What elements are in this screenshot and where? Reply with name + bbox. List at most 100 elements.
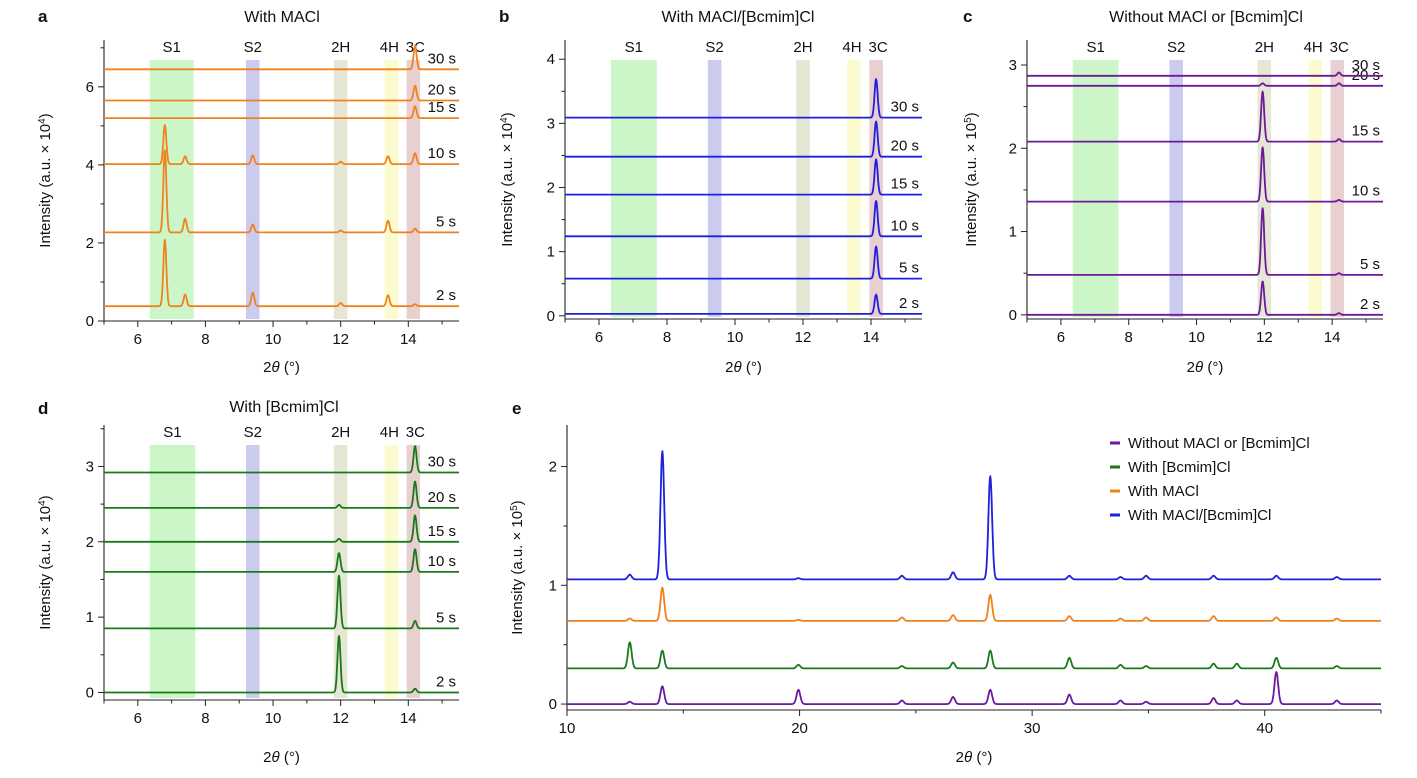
- series-line-30-s: [1026, 71, 1384, 77]
- time-label: 30 s: [1352, 57, 1380, 74]
- series-line-10-s: [103, 548, 460, 573]
- series-line-5-s: [564, 245, 923, 280]
- panel-letter: d: [38, 399, 48, 418]
- y-tick-label: 0: [547, 308, 555, 325]
- panel-letter: c: [963, 7, 972, 26]
- y-tick-label: 1: [1009, 224, 1017, 241]
- series-line-5-s: [103, 574, 460, 630]
- phase-label-4h: 4H: [1304, 39, 1323, 56]
- phase-label-2h: 2H: [1255, 39, 1274, 56]
- x-tick-label: 10: [265, 710, 282, 727]
- phase-band-4h: [1308, 60, 1322, 317]
- series-line-with-bcmim-cl: [566, 641, 1382, 670]
- phase-band-s2: [1169, 60, 1183, 317]
- phase-label-s1: S1: [625, 39, 643, 56]
- y-tick-label: 2: [547, 180, 555, 197]
- x-tick-label: 14: [400, 710, 417, 727]
- y-tick-label: 4: [86, 157, 94, 174]
- x-tick-label: 8: [1125, 329, 1133, 346]
- time-label: 2 s: [436, 673, 456, 690]
- phase-label-3c: 3C: [869, 39, 888, 56]
- phase-label-s2: S2: [705, 39, 723, 56]
- x-axis-label: 2θ (°): [263, 359, 300, 376]
- y-tick-label: 2: [86, 235, 94, 252]
- y-tick-label: 4: [547, 51, 555, 68]
- time-label: 10 s: [1352, 183, 1380, 200]
- y-tick-label: 1: [86, 609, 94, 626]
- panel-title: Without MACl or [Bcmim]Cl: [1109, 9, 1303, 26]
- series-line-30-s: [564, 78, 923, 119]
- x-tick-label: 30: [1024, 720, 1041, 737]
- x-tick-label: 8: [201, 710, 209, 727]
- y-tick-label: 3: [86, 458, 94, 475]
- time-label: 5 s: [436, 609, 456, 626]
- panel-title: With MACl: [244, 9, 320, 26]
- phase-label-s2: S2: [1167, 39, 1185, 56]
- y-tick-label: 0: [86, 684, 94, 701]
- x-axis-label: 2θ (°): [956, 749, 993, 766]
- legend-label: With MACl/[Bcmim]Cl: [1128, 507, 1271, 524]
- time-label: 15 s: [428, 99, 456, 116]
- time-label: 15 s: [891, 176, 919, 193]
- panel-letter: e: [512, 399, 521, 418]
- y-tick-label: 1: [549, 577, 557, 594]
- series-line-20-s: [1026, 82, 1384, 87]
- phase-label-2h: 2H: [331, 424, 350, 441]
- x-tick-label: 10: [265, 331, 282, 348]
- phase-label-4h: 4H: [380, 424, 399, 441]
- series-line-15-s: [103, 514, 460, 543]
- x-axis-label: 2θ (°): [263, 749, 300, 766]
- x-tick-label: 10: [727, 329, 744, 346]
- phase-label-s1: S1: [163, 424, 181, 441]
- panel-e: e 10 20 30 40 0 1 2 2θ (°) Intensity (a.u. × 105)…: [509, 399, 1382, 766]
- series-line-with-macl: [566, 586, 1382, 622]
- time-label: 2 s: [1360, 296, 1380, 313]
- phase-band-4h: [384, 60, 399, 319]
- x-tick-label: 8: [663, 329, 671, 346]
- phase-band-3c: [869, 60, 883, 317]
- y-axis-label: Intensity (a.u. × 104): [499, 112, 517, 246]
- panel-title: With [Bcmim]Cl: [229, 399, 338, 416]
- series-line-30-s: [103, 445, 460, 474]
- time-label: 10 s: [428, 145, 456, 162]
- x-tick-label: 6: [134, 331, 142, 348]
- x-tick-label: 12: [1256, 329, 1273, 346]
- phase-label-4h: 4H: [842, 39, 861, 56]
- legend-label: Without MACl or [Bcmim]Cl: [1128, 435, 1310, 452]
- y-tick-label: 0: [86, 313, 94, 330]
- time-label: 2 s: [436, 287, 456, 304]
- series-line-20-s: [564, 120, 923, 158]
- time-label: 10 s: [891, 217, 919, 234]
- phase-label-2h: 2H: [331, 39, 350, 56]
- x-tick-label: 14: [1324, 329, 1341, 346]
- x-tick-label: 10: [1188, 329, 1205, 346]
- panel-letter: b: [499, 7, 509, 26]
- series-line-with-macl-bcmim-cl: [566, 450, 1382, 581]
- x-tick-label: 10: [559, 720, 576, 737]
- time-label: 30 s: [428, 453, 456, 470]
- series-line-10-s: [564, 200, 923, 238]
- x-tick-label: 8: [201, 331, 209, 348]
- x-tick-label: 6: [595, 329, 603, 346]
- series-line-15-s: [564, 158, 923, 196]
- time-label: 20 s: [428, 81, 456, 98]
- series-line-without-macl-or-bcmim-cl: [566, 671, 1382, 705]
- phase-band-s2: [707, 60, 722, 317]
- y-tick-label: 3: [1009, 57, 1017, 74]
- y-tick-label: 0: [1009, 307, 1017, 324]
- phase-band-3c: [406, 60, 421, 319]
- phase-band-3c: [1330, 60, 1345, 317]
- series-line-20-s: [103, 84, 460, 102]
- series-line-30-s: [103, 45, 460, 71]
- phase-band-4h: [847, 60, 861, 317]
- series-line-10-s: [103, 124, 460, 165]
- series-line-15-s: [103, 105, 460, 119]
- y-tick-label: 0: [549, 696, 557, 713]
- legend-label: With [Bcmim]Cl: [1128, 459, 1231, 476]
- time-label: 10 s: [428, 553, 456, 570]
- phase-band-s1: [610, 60, 657, 317]
- y-tick-label: 1: [547, 244, 555, 261]
- x-tick-label: 12: [795, 329, 812, 346]
